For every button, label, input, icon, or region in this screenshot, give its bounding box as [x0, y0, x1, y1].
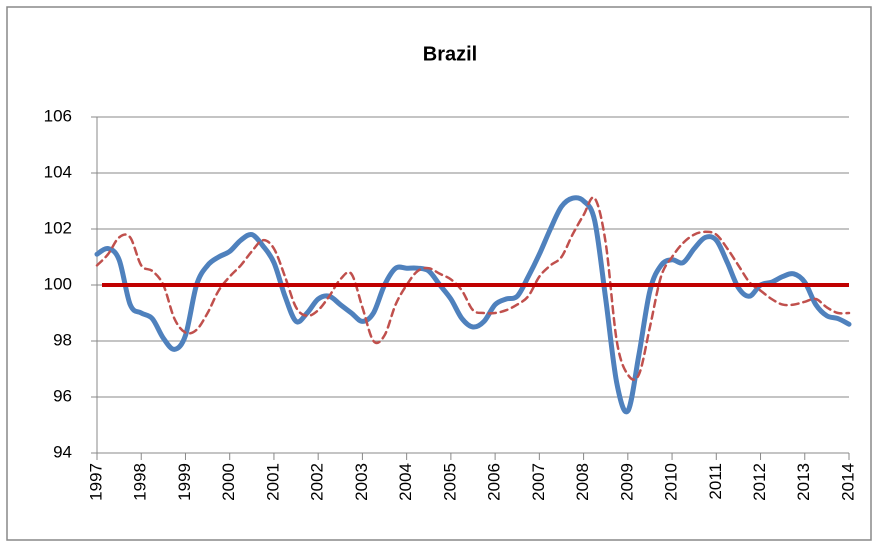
- x-tick-label: 2007: [529, 463, 548, 501]
- x-tick-label: 1997: [86, 463, 105, 501]
- x-tick-label: 2011: [706, 463, 725, 500]
- x-tick-label: 1999: [175, 463, 194, 501]
- x-tick-label: 1998: [131, 463, 150, 501]
- x-tick-label: 2003: [352, 463, 371, 501]
- y-tick-label: 106: [44, 106, 72, 125]
- x-tick-label: 2012: [750, 463, 769, 501]
- x-tick-label: 2006: [485, 463, 504, 501]
- y-tick-label: 98: [53, 330, 72, 349]
- x-tick-label: 2013: [794, 463, 813, 501]
- x-tick-label: 2009: [617, 463, 636, 501]
- x-tick-label: 2000: [219, 463, 238, 501]
- x-tick-label: 2001: [263, 463, 282, 501]
- x-tick-label: 2002: [308, 463, 327, 501]
- x-tick-label: 2010: [662, 463, 681, 501]
- y-tick-label: 102: [44, 218, 72, 237]
- x-tick-label: 2014: [838, 463, 857, 501]
- y-tick-label: 96: [53, 386, 72, 405]
- chart-title: Brazil: [423, 43, 477, 65]
- x-tick-label: 2004: [396, 463, 415, 501]
- x-tick-label: 2008: [573, 463, 592, 501]
- y-tick-label: 94: [53, 442, 72, 461]
- y-tick-label: 104: [44, 162, 72, 181]
- x-tick-label: 2005: [440, 463, 459, 501]
- series-line: [94, 195, 852, 415]
- y-tick-label: 100: [44, 274, 72, 293]
